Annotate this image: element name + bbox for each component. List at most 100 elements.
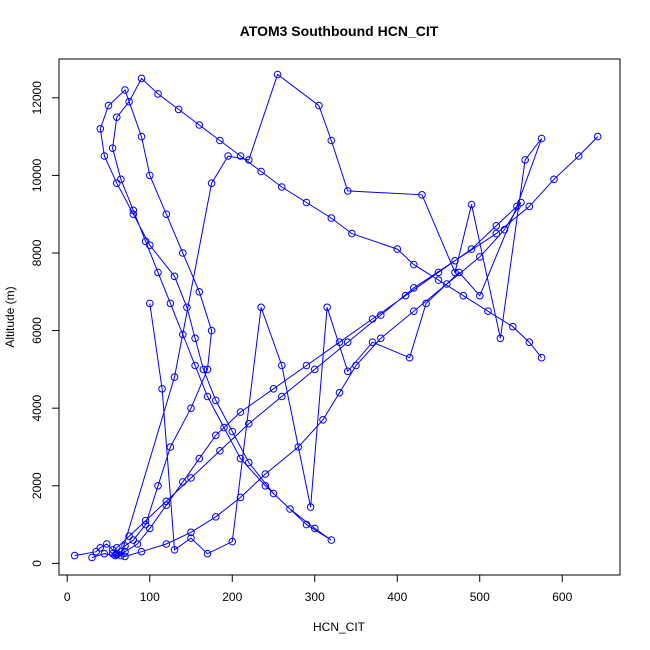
data-point (108, 144, 117, 152)
data-point (187, 534, 195, 542)
data-point (236, 454, 245, 463)
data-point (245, 458, 253, 467)
data-point (154, 90, 162, 98)
data-point (179, 478, 187, 486)
data-point (133, 540, 142, 548)
data-point (203, 549, 212, 558)
series-line-2 (91, 136, 599, 558)
data-point (212, 396, 220, 405)
data-point (162, 501, 171, 510)
series-line-3 (120, 73, 543, 556)
x-tick-label: 0 (64, 590, 71, 604)
data-point (162, 497, 171, 506)
data-point (203, 392, 212, 401)
data-point (302, 361, 311, 370)
data-point (525, 338, 534, 347)
data-point (146, 299, 154, 308)
data-point (212, 431, 220, 440)
y-tick-label: 6000 (30, 317, 44, 344)
y-tick-label: 8000 (30, 239, 44, 266)
data-point (137, 132, 146, 141)
data-point (92, 547, 100, 556)
data-point (228, 427, 237, 436)
data-point (103, 540, 111, 548)
data-point (96, 544, 105, 552)
data-point (141, 516, 150, 525)
data-point (343, 187, 352, 195)
data-point (496, 334, 505, 343)
data-point (278, 361, 286, 370)
data-point (278, 392, 286, 401)
data-point (100, 152, 109, 160)
series-layer (70, 70, 602, 562)
data-point (492, 222, 501, 230)
data-point (294, 443, 303, 451)
data-point (575, 152, 583, 160)
data-point (224, 152, 232, 160)
data-point (195, 288, 204, 296)
data-point (257, 303, 265, 312)
data-point (179, 249, 187, 257)
plot-frame (58, 58, 621, 576)
data-point (220, 423, 228, 432)
chart-title: ATOM3 Southbound HCN_CIT (240, 23, 439, 39)
data-point (125, 97, 133, 106)
data-point (311, 365, 319, 374)
data-point (129, 536, 138, 544)
y-tick-label: 4000 (30, 395, 44, 422)
data-point (500, 225, 509, 234)
y-axis-label: Altitude (m) (3, 286, 17, 347)
data-point (195, 121, 204, 129)
data-point (166, 443, 175, 451)
data-point (212, 513, 220, 521)
y-tick-label: 2000 (30, 472, 44, 499)
data-point (405, 353, 414, 362)
data-point (537, 134, 546, 143)
data-point (236, 152, 245, 160)
data-point (261, 470, 270, 478)
y-tick-label: 0 (30, 560, 44, 567)
data-point (162, 210, 171, 218)
data-point (191, 334, 199, 343)
data-point (525, 202, 534, 211)
data-point (88, 553, 96, 562)
data-point (117, 175, 125, 184)
data-point (199, 365, 208, 374)
data-point (108, 549, 117, 558)
data-point (343, 338, 352, 347)
data-point (121, 86, 129, 94)
x-tick-label: 300 (305, 590, 325, 604)
x-tick-label: 400 (387, 590, 407, 604)
data-point (203, 365, 212, 374)
data-point (273, 70, 282, 79)
data-point (228, 537, 237, 546)
data-point (302, 198, 311, 207)
y-tick-label: 10000 (30, 158, 44, 192)
data-point (191, 361, 199, 370)
data-point (100, 549, 109, 558)
data-point (410, 307, 418, 316)
data-point (467, 245, 476, 253)
data-point (335, 388, 344, 397)
data-point (113, 544, 121, 552)
data-point (170, 373, 179, 381)
data-point (327, 536, 336, 544)
data-point (269, 489, 278, 498)
data-point (410, 284, 418, 292)
data-point (537, 353, 546, 362)
data-point (521, 156, 529, 164)
data-point (517, 198, 525, 207)
data-point (146, 171, 154, 180)
data-point (509, 322, 517, 331)
data-point (121, 552, 129, 561)
data-point (141, 237, 150, 246)
data-point (422, 299, 430, 308)
data-point (327, 214, 336, 222)
data-point (117, 551, 125, 560)
data-point (451, 268, 459, 277)
data-point (261, 482, 270, 490)
data-point (166, 299, 175, 308)
data-point (146, 241, 154, 249)
data-point (129, 206, 138, 215)
